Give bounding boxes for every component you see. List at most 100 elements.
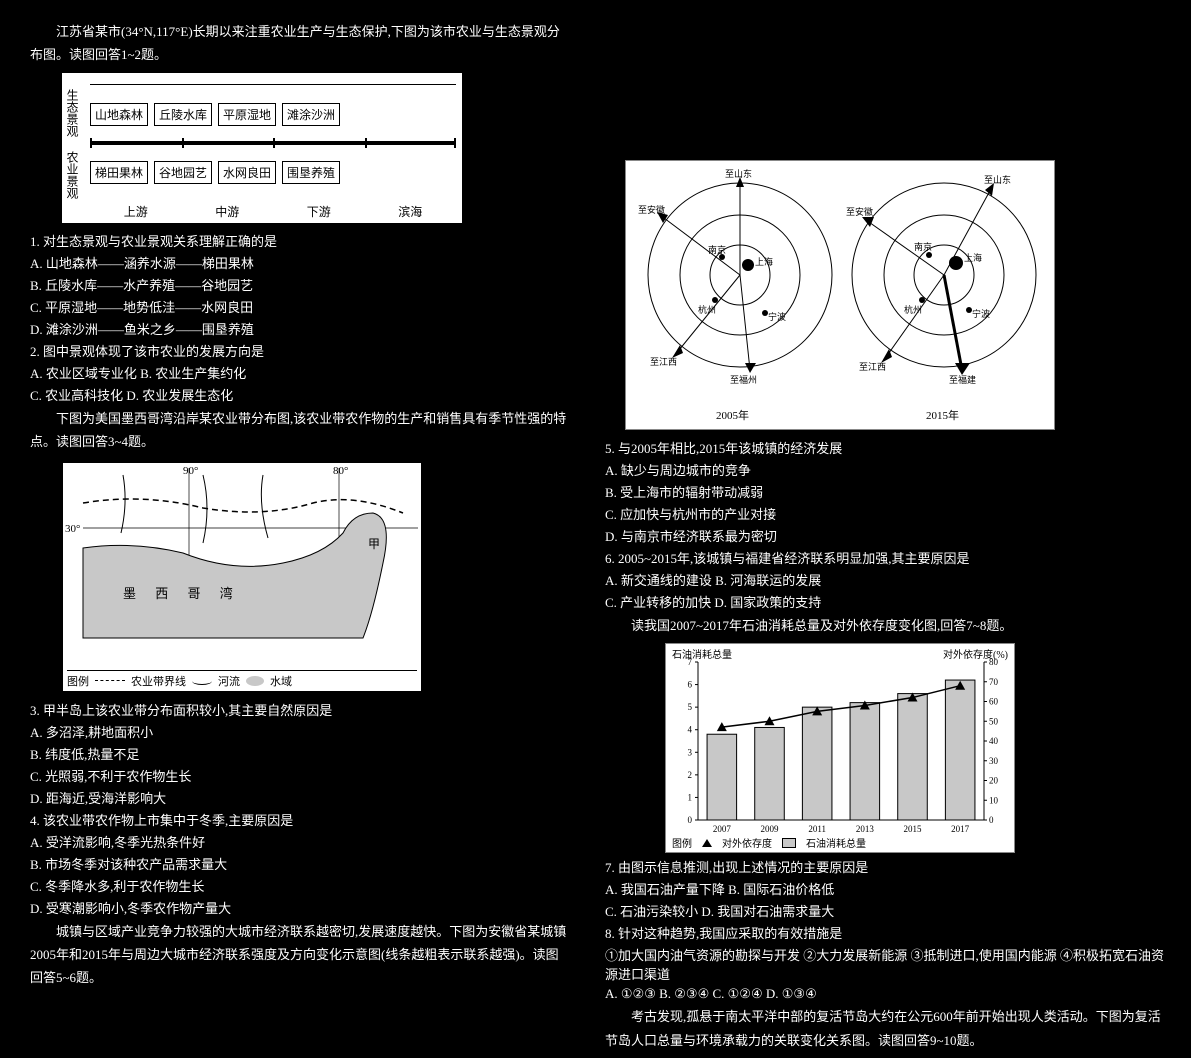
svg-text:至江西: 至江西 (859, 362, 886, 372)
svg-text:南京: 南京 (708, 244, 726, 255)
eco-box: 滩涂沙洲 (282, 103, 340, 126)
q6-opt: A. 新交通线的建设 B. 河海联运的发展 (605, 570, 1165, 589)
year-2015: 2015年 (926, 407, 959, 423)
svg-text:杭州: 杭州 (698, 304, 716, 315)
q1-opt: D. 滩涂沙洲——鱼米之乡——围垦养殖 (30, 319, 570, 338)
svg-text:6: 6 (688, 680, 693, 690)
legend-title: 图例 (67, 673, 89, 689)
svg-text:60: 60 (989, 697, 999, 707)
q4: 4. 该农业带农作物上市集中于冬季,主要原因是 (30, 810, 570, 829)
intro-1: 江苏省某市(34°N,117°E)长期以来注重农业生产与生态保护,下图为该市农业… (30, 20, 570, 67)
q2-opt: C. 农业高科技化 D. 农业发展生态化 (30, 385, 570, 404)
q7-opt: C. 石油污染较小 D. 我国对石油需求量大 (605, 901, 1165, 920)
q8-opt: A. ①②③ B. ②③④ C. ①②④ D. ①③④ (605, 986, 1165, 1002)
eco-box: 山地森林 (90, 103, 148, 126)
map-svg: 甲 (63, 463, 423, 663)
svg-text:2: 2 (688, 770, 693, 780)
circles-2015: 至山东 至安徽 南京 上海 杭州 宁波 至江西 至福建 (844, 165, 1054, 395)
flow-bar (90, 141, 456, 145)
svg-text:宁波: 宁波 (972, 308, 990, 319)
lat-30: 30° (65, 523, 80, 535)
svg-text:30: 30 (989, 756, 999, 766)
q5-opt: C. 应加快与杭州市的产业对接 (605, 504, 1165, 523)
intro-map: 下图为美国墨西哥湾沿岸某农业带分布图,该农业带农作物的生产和销售具有季节性强的特… (30, 407, 570, 454)
svg-text:7: 7 (688, 657, 693, 667)
q3-opt: A. 多沼泽,耕地面积小 (30, 722, 570, 741)
svg-text:2011: 2011 (808, 824, 826, 834)
q3-opt: B. 纬度低,热量不足 (30, 744, 570, 763)
svg-text:50: 50 (989, 717, 999, 727)
agri-box: 水网良田 (218, 161, 276, 184)
eco-box: 丘陵水库 (154, 103, 212, 126)
q8: 8. 针对这种趋势,我国应采取的有效措施是 (605, 923, 1165, 942)
loc: 滨海 (365, 203, 457, 220)
q6-opt: C. 产业转移的加快 D. 国家政策的支持 (605, 592, 1165, 611)
q7-opt: A. 我国石油产量下降 B. 国际石油价格低 (605, 879, 1165, 898)
agri-row: 梯田果林 谷地园艺 水网良田 围垦养殖 (90, 161, 456, 184)
svg-text:2007: 2007 (713, 824, 732, 834)
agri-box: 梯田果林 (90, 161, 148, 184)
intro-p9: 考古发现,孤悬于南太平洋中部的复活节岛大约在公元600年前开始出现人类活动。下图… (605, 1005, 1165, 1052)
q5-opt: B. 受上海市的辐射带动减弱 (605, 482, 1165, 501)
chart-svg: 0123456701020304050607080200720092011201… (666, 644, 1016, 854)
svg-text:70: 70 (989, 677, 999, 687)
dash-icon (95, 680, 125, 681)
legend-title: 图例 (672, 835, 692, 850)
triangle-icon (702, 839, 712, 847)
svg-text:4: 4 (688, 725, 693, 735)
figure-concentric-links: 至山东 至安徽 南京 上海 杭州 宁波 至江西 至福州 至山东 (625, 160, 1055, 430)
q7: 7. 由图示信息推测,出现上述情况的主要原因是 (605, 857, 1165, 876)
legend-item: 石油消耗总量 (806, 835, 866, 850)
eco-row: 山地森林 丘陵水库 平原湿地 滩涂沙洲 (90, 103, 456, 126)
water-icon (246, 676, 264, 686)
legend-item: 河流 (218, 673, 240, 689)
map-legend: 图例 农业带界线 河流 水域 (67, 670, 417, 689)
sea-label: 墨 西 哥 湾 (123, 583, 241, 602)
svg-text:至山东: 至山东 (984, 174, 1011, 185)
svg-text:南京: 南京 (914, 241, 932, 252)
vlabel-eco: 生态景观 (64, 89, 81, 137)
agri-box: 围垦养殖 (282, 161, 340, 184)
river-icon (192, 677, 212, 685)
vlabel-agri: 农业景观 (64, 151, 81, 199)
svg-text:3: 3 (688, 748, 693, 758)
figure-ecology-diagram: 生态景观 农业景观 山地森林 丘陵水库 平原湿地 滩涂沙洲 梯田果林 谷地园艺 … (62, 73, 462, 223)
svg-text:1: 1 (688, 793, 693, 803)
legend-item: 水域 (270, 673, 292, 689)
intro-circ: 城镇与区域产业竞争力较强的大城市经济联系越密切,发展速度越快。下图为安徽省某城镇… (30, 920, 570, 990)
svg-text:至安徽: 至安徽 (846, 206, 873, 217)
circles-2005: 至山东 至安徽 南京 上海 杭州 宁波 至江西 至福州 (630, 165, 840, 395)
q4-opt: C. 冬季降水多,利于农作物生长 (30, 876, 570, 895)
figure-oil-chart: 石油消耗总量 对外依存度(%) 012345670102030405060708… (665, 643, 1015, 853)
q5-opt: D. 与南京市经济联系最为密切 (605, 526, 1165, 545)
svg-text:2015: 2015 (904, 824, 923, 834)
q8-a: ①加大国内油气资源的勘探与开发 ②大力发展新能源 ③抵制进口,使用国内能源 ④积… (605, 945, 1165, 983)
q4-opt: B. 市场冬季对该种农产品需求量大 (30, 854, 570, 873)
q5: 5. 与2005年相比,2015年该城镇的经济发展 (605, 438, 1165, 457)
q4-opt: A. 受洋流影响,冬季光热条件好 (30, 832, 570, 851)
lon-80: 80° (333, 465, 348, 477)
loc: 中游 (182, 203, 274, 220)
svg-text:40: 40 (989, 736, 999, 746)
svg-text:甲: 甲 (368, 537, 380, 551)
legend-item: 对外依存度 (722, 835, 772, 850)
bar-swatch-icon (782, 838, 796, 848)
loc: 下游 (273, 203, 365, 220)
svg-text:杭州: 杭州 (904, 304, 922, 315)
svg-text:0: 0 (688, 815, 693, 825)
q2-opt: A. 农业区域专业化 B. 农业生产集约化 (30, 363, 570, 382)
eco-box: 平原湿地 (218, 103, 276, 126)
loc: 上游 (90, 203, 182, 220)
q3: 3. 甲半岛上该农业带分布面积较小,其主要自然原因是 (30, 700, 570, 719)
agri-box: 谷地园艺 (154, 161, 212, 184)
svg-text:至福州: 至福州 (730, 374, 757, 385)
svg-text:2017: 2017 (951, 824, 970, 834)
svg-text:0: 0 (989, 815, 994, 825)
svg-text:5: 5 (688, 703, 693, 713)
q1-opt: A. 山地森林——涵养水源——梯田果林 (30, 253, 570, 272)
q3-opt: C. 光照弱,不利于农作物生长 (30, 766, 570, 785)
svg-text:至安徽: 至安徽 (638, 204, 665, 215)
svg-text:宁波: 宁波 (768, 311, 786, 322)
figure-gulf-map: 90° 80° 30° 甲 墨 西 哥 湾 图例 农业带界线 河流 水域 (62, 462, 422, 692)
chart-legend: 图例 对外依存度 石油消耗总量 (672, 835, 866, 850)
